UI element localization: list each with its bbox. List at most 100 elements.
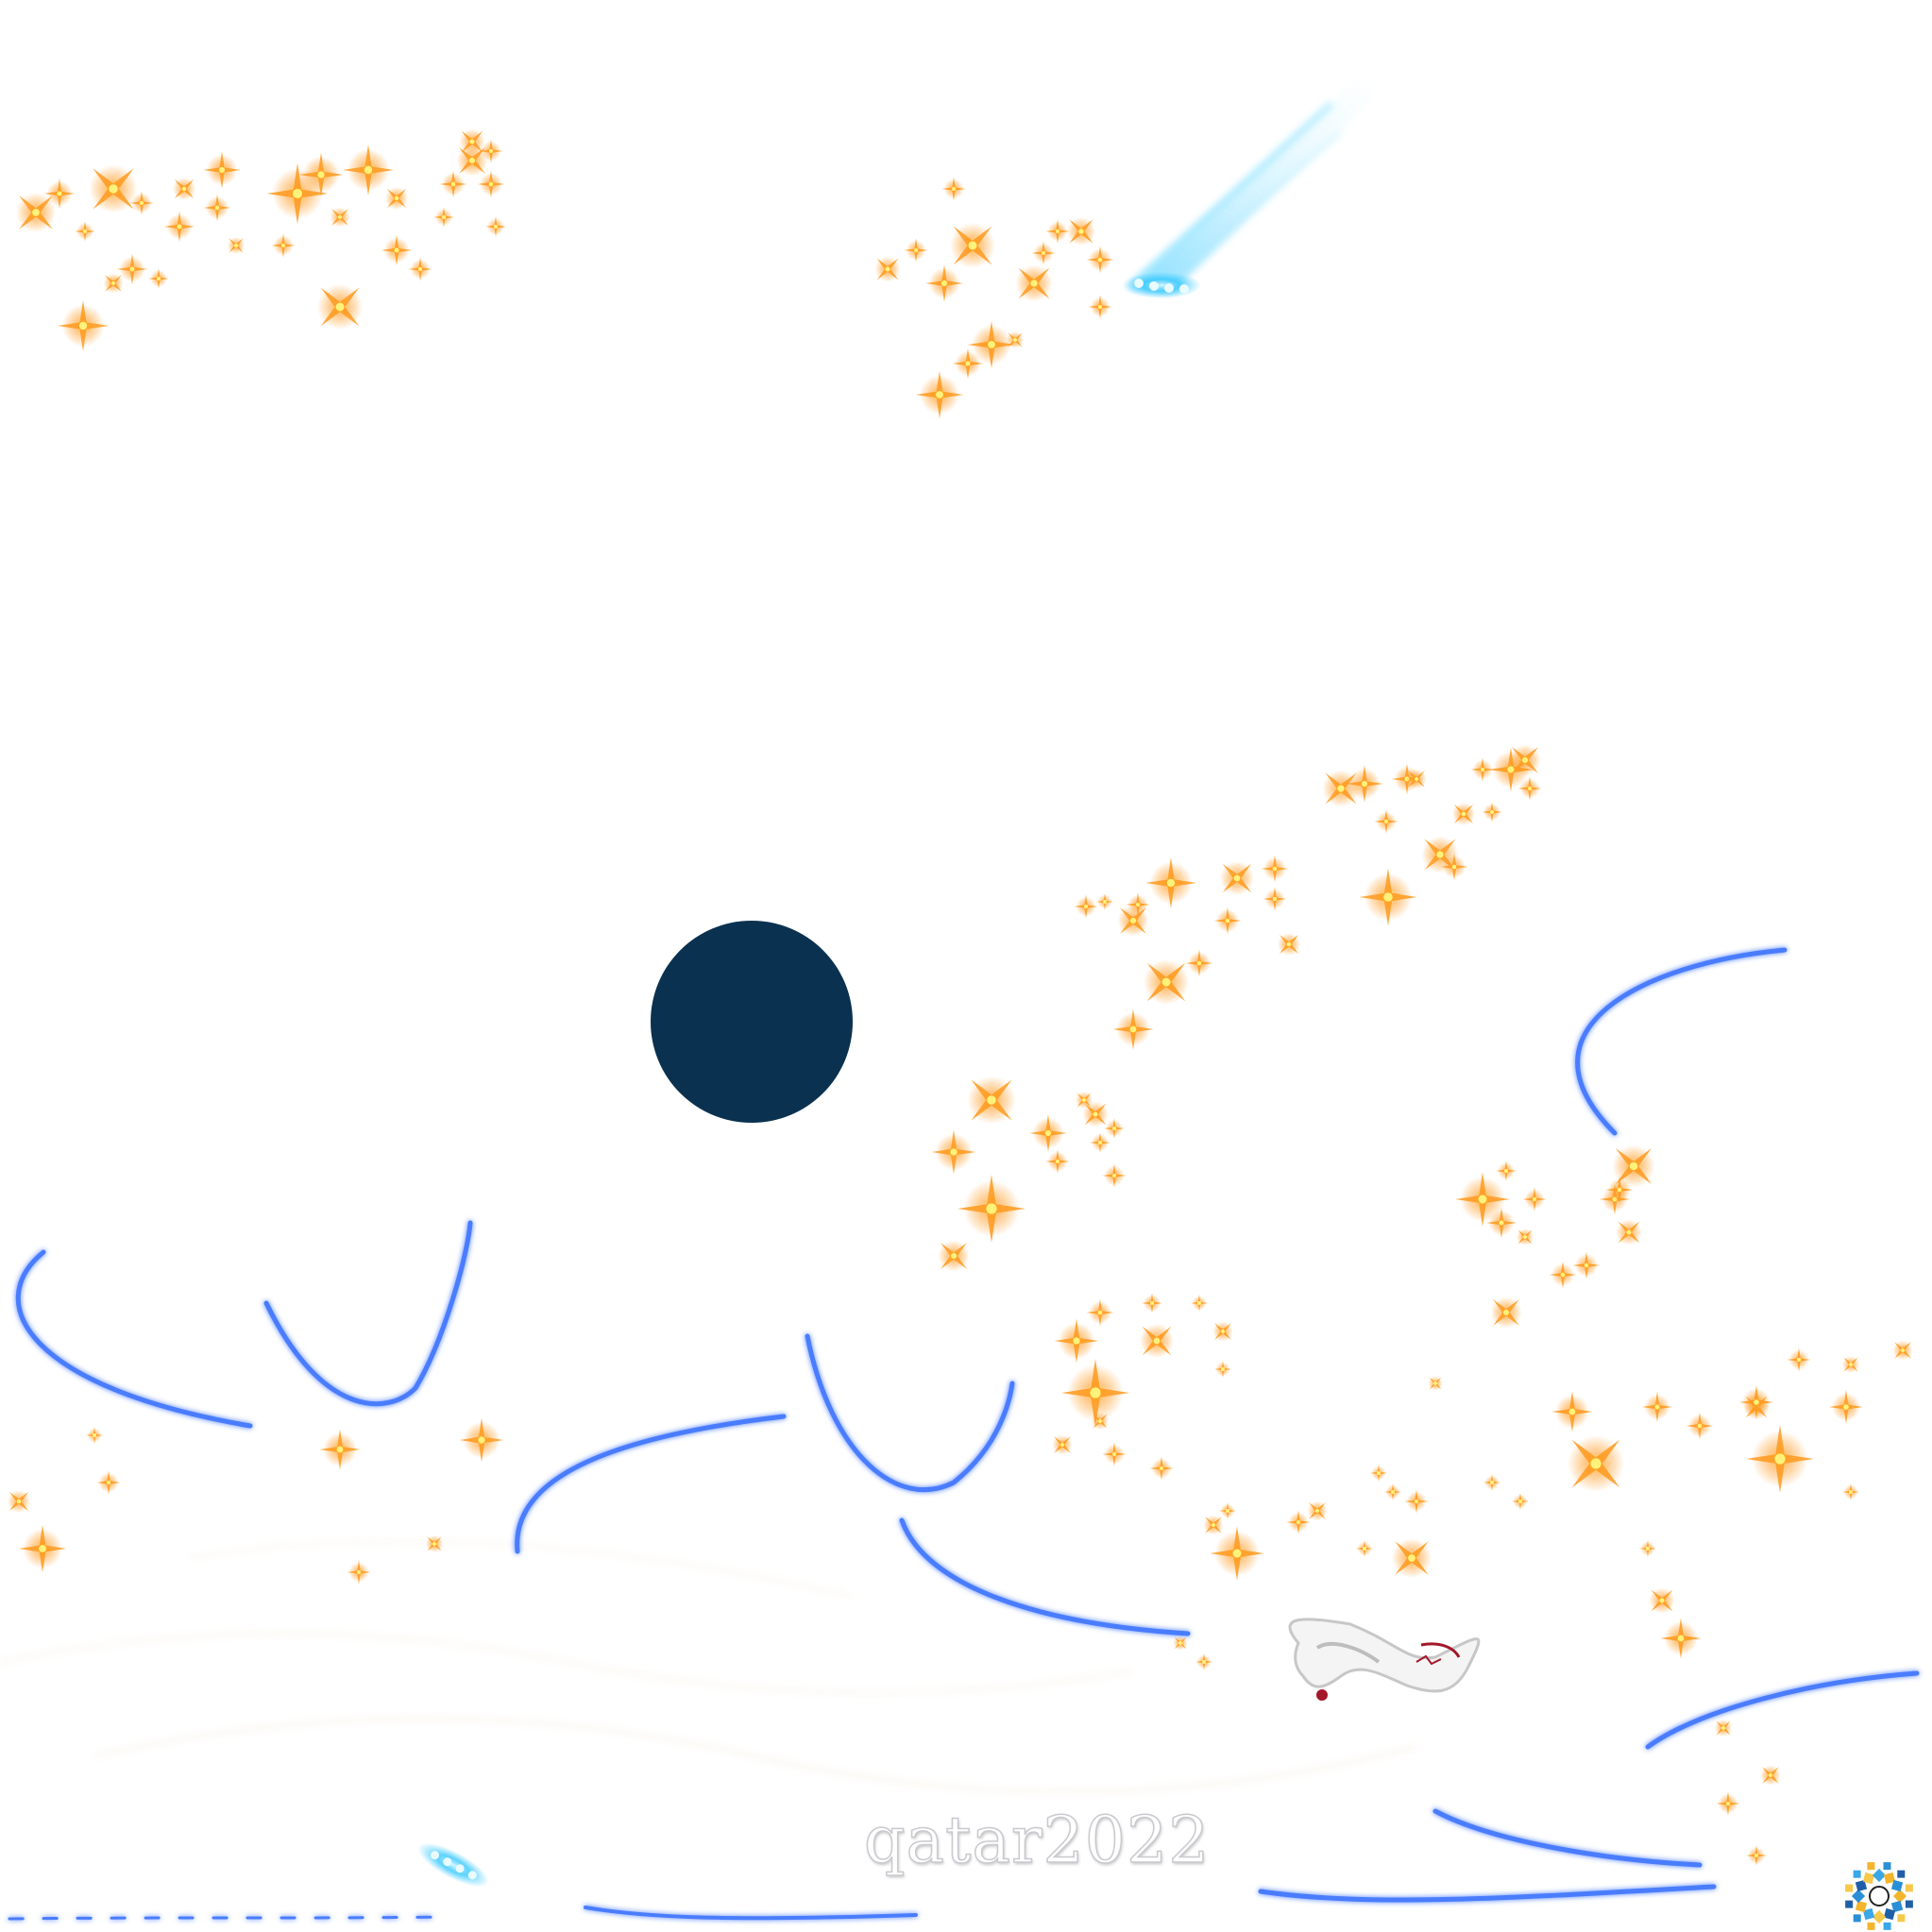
sparkle-icon [228, 237, 245, 254]
infinity-ball-icon [1288, 1618, 1481, 1701]
sparkle-icon [1086, 1298, 1114, 1327]
sparkle-icon [1195, 1653, 1212, 1670]
sparkle-icon [1263, 887, 1287, 911]
sparkle-icon [1210, 1526, 1264, 1581]
sparkle-icon [1031, 241, 1056, 265]
sparkle-icon [330, 207, 350, 228]
sparkle-icon [1029, 1114, 1067, 1152]
sparkle-icon [1054, 1318, 1099, 1364]
sparkle-icon [1490, 1296, 1522, 1329]
sparkle-icon [1842, 1356, 1859, 1373]
swoosh-11 [8, 1915, 446, 1921]
neon-swooshes [8, 947, 1920, 1921]
sparkle-icon [941, 177, 966, 201]
sparkle-icon [433, 207, 454, 228]
sparkle-icon [89, 164, 138, 213]
sparkle-icon [1356, 1540, 1373, 1557]
sparkle-icon [1213, 907, 1242, 935]
swoosh-2 [263, 1220, 473, 1407]
sparkle-icon [1007, 331, 1024, 348]
sparkle-icon [1829, 1390, 1863, 1424]
sparkle-icon [1485, 1207, 1517, 1239]
sparkle-icon [1082, 1101, 1109, 1127]
sparkle-icon [1892, 1340, 1913, 1361]
sparkle-icon [15, 193, 56, 232]
sparkle-icon [1686, 1412, 1714, 1440]
sparkle-icon [271, 233, 296, 258]
sparkle-icon [1517, 776, 1542, 801]
swoosh-6 [1575, 947, 1788, 1136]
swoosh-7 [1645, 1670, 1920, 1750]
sparkle-icon [1739, 1385, 1773, 1419]
sparkle-icon [931, 1129, 976, 1175]
sparkle-icon [1261, 855, 1289, 883]
sparkle-icon [967, 1076, 1016, 1125]
sparkle-icon [1061, 1359, 1129, 1427]
sparkle-icon [1715, 1720, 1732, 1737]
sparkle-icon [347, 1560, 371, 1585]
sparkle-icon [958, 1175, 1025, 1243]
sparkle-icon [1392, 1538, 1432, 1578]
sparkle-icon [1660, 1618, 1702, 1659]
sparkle-icon [1483, 1474, 1500, 1491]
sparkle-icon [1096, 893, 1113, 910]
sparkle-icon [1191, 1295, 1208, 1312]
sparkle-icon [1286, 1510, 1311, 1534]
sparkle-icon [1142, 1293, 1162, 1313]
sparkle-icon [298, 152, 344, 197]
sparkle-icon [925, 264, 963, 302]
comet-icon [1122, 76, 1379, 298]
sparkle-icon [1112, 1008, 1154, 1050]
sparkle-icon [1015, 264, 1053, 302]
sparkle-icon [116, 253, 148, 285]
sparkle-icon [1374, 809, 1398, 834]
sparkle-icon [1406, 769, 1427, 789]
sparkle-icon [1212, 1321, 1233, 1342]
sparkle-icon [18, 1524, 67, 1573]
sparkle-icon [1496, 1161, 1517, 1181]
dark-circle [651, 921, 853, 1123]
sparkle-icon [477, 170, 505, 198]
sparkle-icon [1086, 246, 1114, 274]
sparkle-icon [915, 370, 964, 419]
sparkle-icon [58, 300, 109, 351]
swoosh-9 [1258, 1884, 1717, 1903]
sparkle-icon [456, 144, 488, 177]
sparkle-icon [1716, 1791, 1740, 1816]
sparkle-icon [1045, 219, 1070, 244]
sparkle-icon [103, 273, 124, 294]
sparkle-icon [459, 1417, 504, 1463]
sparkle-icon [904, 238, 928, 263]
sparkle-icon [1428, 1376, 1443, 1391]
sparkle-icon [1092, 1413, 1109, 1430]
swoosh-3 [515, 1414, 787, 1554]
sparkle-icon [1140, 1324, 1174, 1358]
sparkle-icon [1346, 765, 1383, 803]
sparkle-icon [163, 211, 195, 243]
sparkle-icon [385, 187, 408, 210]
sparkle-icon [1746, 1845, 1767, 1866]
sparkle-icon [319, 1429, 361, 1470]
sparkle-icon [439, 170, 467, 198]
sparkle-icon [1214, 1361, 1231, 1378]
sparkle-icon [1370, 1465, 1387, 1482]
sparkle-icon [317, 284, 363, 330]
sparkle-icon [950, 223, 995, 268]
sparkle-icon [1067, 217, 1095, 246]
sparkle-icon [1616, 1219, 1642, 1246]
sparkle-icon [203, 194, 231, 222]
sparkle-icon [485, 216, 506, 237]
sparkle-icon [1482, 802, 1502, 822]
sparkle-icon [1605, 1176, 1634, 1204]
sparkle-icon [1384, 1483, 1401, 1500]
sparkle-icon [952, 347, 984, 380]
sparkle-icon [43, 178, 76, 210]
sparkle-icon [1359, 868, 1417, 926]
sparkle-icon [1522, 1187, 1547, 1212]
sparkle-icon [1104, 1118, 1125, 1139]
sparkle-icon [1509, 744, 1541, 776]
swoosh-4 [805, 1333, 1015, 1493]
sparkle-icon [1052, 1434, 1073, 1455]
sparkle-icon [343, 144, 394, 195]
